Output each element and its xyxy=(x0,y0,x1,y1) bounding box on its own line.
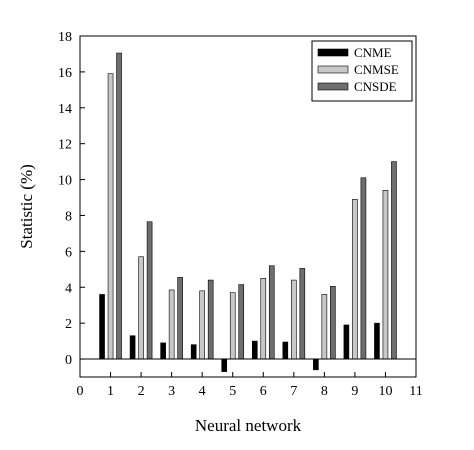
legend-swatch-cnmse xyxy=(317,65,349,74)
legend-label-cnme: CNME xyxy=(354,45,392,60)
y-tick-label: 4 xyxy=(65,281,72,296)
y-tick-label: 16 xyxy=(58,66,72,81)
bar-cnmse-5 xyxy=(229,292,236,360)
bar-cnmse-8 xyxy=(321,294,328,360)
legend-label-cnmse: CNMSE xyxy=(354,62,399,77)
x-tick-label: 10 xyxy=(378,384,392,399)
bar-cnme-6 xyxy=(251,340,258,360)
y-tick-label: 8 xyxy=(65,209,72,224)
bar-cnsde-4 xyxy=(207,279,214,360)
bar-cnmse-2 xyxy=(138,256,144,360)
x-tick-label: 5 xyxy=(229,384,236,399)
bar-cnmse-9 xyxy=(352,199,358,360)
bar-cnmse-1 xyxy=(107,73,114,360)
x-tick-label: 7 xyxy=(290,384,297,399)
x-tick-label: 1 xyxy=(107,384,114,399)
x-axis-title: Neural network xyxy=(195,416,302,435)
y-tick-label: 18 xyxy=(58,30,72,45)
legend: CNME CNMSE CNSDE xyxy=(311,40,413,102)
bar-cnsde-7 xyxy=(299,268,306,360)
legend-label-cnsde: CNSDE xyxy=(354,79,397,94)
bar-cnsde-10 xyxy=(391,161,397,360)
x-tick-label: 4 xyxy=(199,384,206,399)
x-tick-label: 8 xyxy=(321,384,328,399)
bar-cnmse-6 xyxy=(260,277,267,360)
y-tick-label: 14 xyxy=(58,102,72,117)
bar-cnmse-7 xyxy=(291,279,297,360)
bar-cnsde-5 xyxy=(238,284,245,360)
bar-cnme-5 xyxy=(221,358,228,372)
plot-frame xyxy=(79,35,417,378)
x-tick-label: 9 xyxy=(351,384,358,399)
plot-border xyxy=(79,35,417,378)
bar-cnsde-2 xyxy=(146,221,153,360)
y-tick-label: 6 xyxy=(65,245,72,260)
legend-swatch-cnsde xyxy=(317,82,349,91)
x-tick-label: 6 xyxy=(260,384,267,399)
bar-cnme-8 xyxy=(313,358,319,371)
bar-cnme-3 xyxy=(160,342,166,360)
x-tick-label: 11 xyxy=(409,384,422,399)
y-tick-label: 0 xyxy=(65,353,72,368)
y-tick-label: 12 xyxy=(58,138,72,153)
bar-cnme-4 xyxy=(190,344,197,360)
bar-cnme-7 xyxy=(282,341,289,360)
y-tick-label: 2 xyxy=(65,317,72,332)
bar-cnmse-4 xyxy=(199,290,205,360)
x-axis: 0 1 2 3 4 5 6 7 8 9 10 11 xyxy=(77,372,423,399)
bar-cnsde-6 xyxy=(268,265,275,360)
x-tick-label: 0 xyxy=(77,384,84,399)
bar-cnme-10 xyxy=(374,322,380,360)
bar-cnme-9 xyxy=(343,324,350,360)
bar-cnmse-10 xyxy=(382,190,389,360)
bar-cnsde-1 xyxy=(116,52,122,360)
bar-cnsde-3 xyxy=(177,277,183,360)
bar-cnme-2 xyxy=(129,335,136,360)
y-tick-label: 10 xyxy=(58,174,72,189)
x-tick-label: 2 xyxy=(138,384,145,399)
bar-cnsde-9 xyxy=(360,177,367,360)
bar-cnme-1 xyxy=(99,294,105,360)
x-tick-label: 3 xyxy=(168,384,175,399)
bar-cnsde-8 xyxy=(330,286,336,360)
y-axis: 0 2 4 6 8 10 12 14 16 18 xyxy=(58,30,85,368)
legend-swatch-cnme xyxy=(317,48,349,57)
bar-cnmse-3 xyxy=(168,289,175,360)
y-axis-title: Statistic (%) xyxy=(17,164,36,249)
